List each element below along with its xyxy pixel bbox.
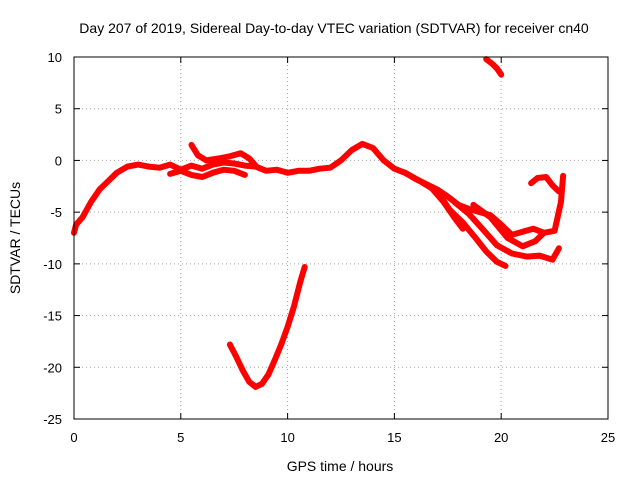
chart-title: Day 207 of 2019, Sidereal Day-to-day VTE… [79, 20, 589, 36]
x-axis-label: GPS time / hours [287, 458, 394, 474]
x-tick-label: 15 [387, 430, 401, 445]
y-tick-label: -15 [43, 309, 62, 324]
plot-frame [73, 56, 609, 420]
y-tick-label: -20 [43, 360, 62, 375]
series-track-hook [528, 174, 562, 195]
y-tick-label: -25 [43, 412, 62, 427]
y-axis-label: SDTVAR / TECUs [7, 182, 23, 294]
x-tick-label: 5 [177, 430, 184, 445]
series-track-descent-b [429, 186, 466, 232]
y-tick-label: 10 [48, 50, 62, 65]
series-track-descent-a [402, 169, 509, 269]
x-tick-label: 25 [601, 430, 615, 445]
series-track-v-curve [226, 264, 308, 390]
data-series [71, 56, 567, 390]
y-tick-label: 5 [55, 102, 62, 117]
y-tick-label: -10 [43, 257, 62, 272]
x-axis-ticks: 0 5 10 15 20 25 [70, 57, 615, 445]
series-track-main [71, 140, 567, 238]
grid-lines [74, 57, 608, 419]
series-track-descent-d [470, 201, 547, 250]
y-tick-label: -5 [50, 205, 62, 220]
y-tick-label: 0 [55, 153, 62, 168]
x-tick-label: 20 [494, 430, 508, 445]
x-tick-label: 0 [70, 430, 77, 445]
x-tick-label: 10 [280, 430, 294, 445]
y-axis-ticks: 10 5 0 -5 -10 -15 -20 -25 [43, 50, 608, 427]
series-track-upper-branch [188, 141, 259, 169]
series-track-lower-branch [167, 166, 248, 180]
series-track-descent-c [451, 198, 562, 263]
series-track-top-right [483, 56, 505, 78]
